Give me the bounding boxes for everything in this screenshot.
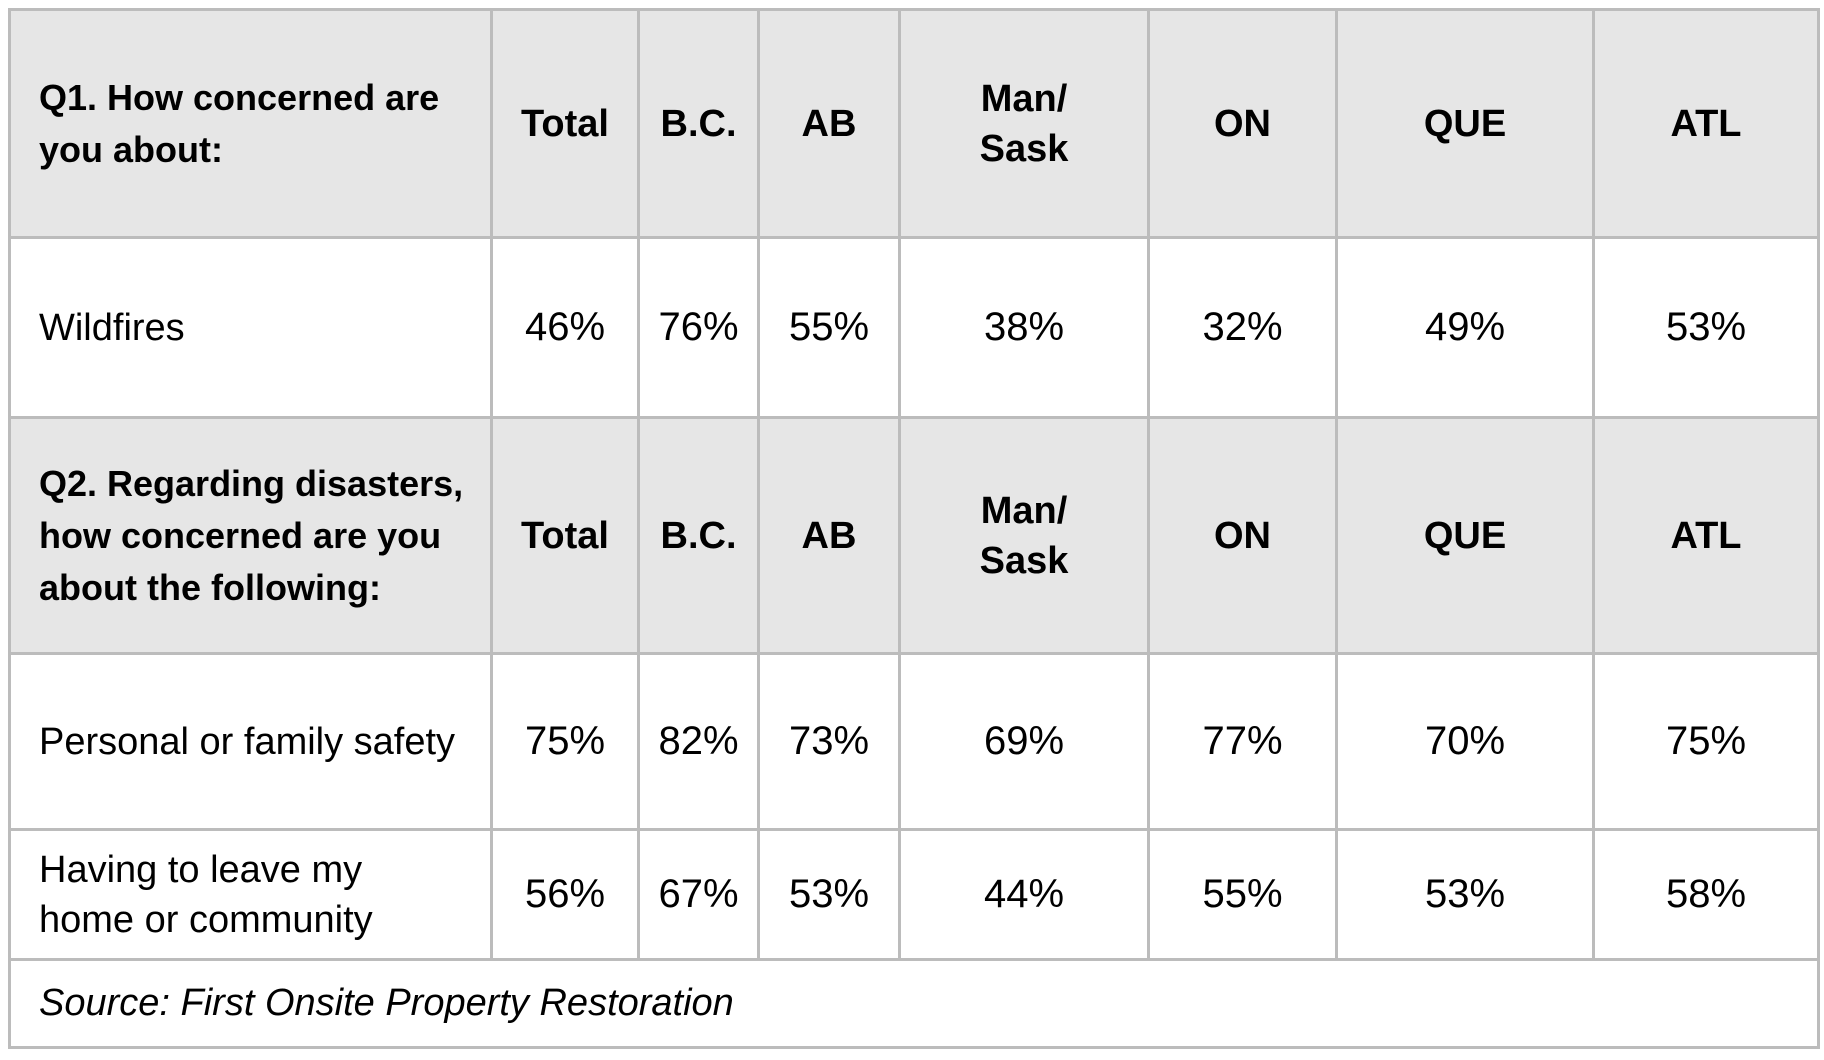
leave-home-que: 53% [1335,828,1595,961]
q2-header-row: Q2. Regarding disasters, how concerned a… [8,416,1820,655]
q1-col-que: QUE [1335,8,1595,239]
table-row-leave-home: Having to leave my home or community 56%… [8,828,1820,961]
wildfires-on: 32% [1147,236,1338,419]
q2-question: Q2. Regarding disasters, how concerned a… [8,416,493,655]
personal-safety-bc: 82% [637,652,760,831]
personal-safety-atl: 75% [1592,652,1820,831]
q1-header-row: Q1. How concerned are you about: Total B… [8,8,1820,239]
q2-col-on: ON [1147,416,1338,655]
q1-col-bc: B.C. [637,8,760,239]
wildfires-que: 49% [1335,236,1595,419]
q2-col-atl: ATL [1592,416,1820,655]
leave-home-atl: 58% [1592,828,1820,961]
personal-safety-ab: 73% [757,652,901,831]
q2-col-total: Total [490,416,640,655]
q1-col-atl: ATL [1592,8,1820,239]
q2-col-bc: B.C. [637,416,760,655]
personal-safety-que: 70% [1335,652,1595,831]
q2-col-man-sask: Man/ Sask [898,416,1150,655]
wildfires-atl: 53% [1592,236,1820,419]
source-row: Source: First Onsite Property Restoratio… [8,958,1820,1049]
table-row-personal-safety: Personal or family safety 75% 82% 73% 69… [8,652,1820,831]
personal-safety-label: Personal or family safety [8,652,493,831]
q1-question: Q1. How concerned are you about: [8,8,493,239]
wildfires-total: 46% [490,236,640,419]
personal-safety-man-sask: 69% [898,652,1150,831]
leave-home-on: 55% [1147,828,1338,961]
source-note: Source: First Onsite Property Restoratio… [8,958,1820,1049]
q1-col-man-sask: Man/ Sask [898,8,1150,239]
q2-col-que: QUE [1335,416,1595,655]
concern-table: Q1. How concerned are you about: Total B… [8,8,1820,1049]
survey-table: Q1. How concerned are you about: Total B… [8,8,1820,1049]
q1-col-ab: AB [757,8,901,239]
leave-home-man-sask: 44% [898,828,1150,961]
personal-safety-total: 75% [490,652,640,831]
wildfires-ab: 55% [757,236,901,419]
q1-col-total: Total [490,8,640,239]
leave-home-total: 56% [490,828,640,961]
leave-home-bc: 67% [637,828,760,961]
wildfires-bc: 76% [637,236,760,419]
leave-home-label: Having to leave my home or community [8,828,493,961]
q2-col-ab: AB [757,416,901,655]
q1-col-on: ON [1147,8,1338,239]
wildfires-label: Wildfires [8,236,493,419]
table-row-wildfires: Wildfires 46% 76% 55% 38% 32% 49% 53% [8,236,1820,419]
leave-home-ab: 53% [757,828,901,961]
personal-safety-on: 77% [1147,652,1338,831]
wildfires-man-sask: 38% [898,236,1150,419]
